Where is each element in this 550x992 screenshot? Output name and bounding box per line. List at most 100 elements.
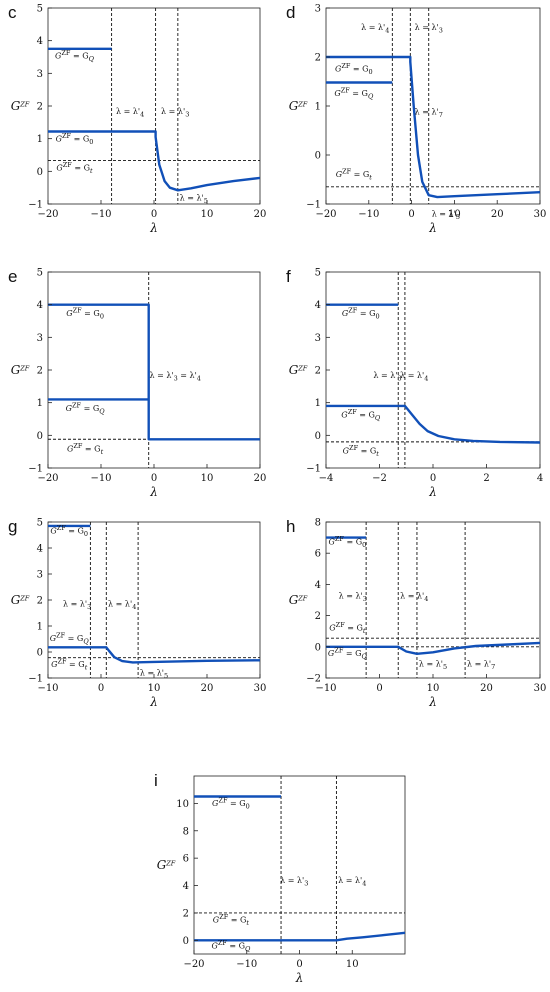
annotation-label: GZF = GQ xyxy=(50,631,90,645)
y-axis-label: GZF xyxy=(289,593,308,607)
x-tick-label: 20 xyxy=(201,683,214,694)
panel-letter: g xyxy=(8,517,17,536)
y-tick-label: −1 xyxy=(306,200,321,211)
y-tick-label: −1 xyxy=(28,200,43,211)
y-tick-label: 5 xyxy=(37,4,43,15)
annotation-label: GZF = G0 xyxy=(66,307,104,321)
y-tick-label: 4 xyxy=(183,881,189,892)
y-axis-label: GZF xyxy=(11,99,30,113)
y-axis-label: GZF xyxy=(289,363,308,377)
annotation-label: GZF = Gt xyxy=(329,621,366,635)
plot-frame xyxy=(47,7,261,205)
x-tick-label: 30 xyxy=(534,683,547,694)
x-tick-label: −10 xyxy=(90,473,111,484)
annotation-label: GZF = GQ xyxy=(211,939,251,953)
x-tick-label: 20 xyxy=(491,209,504,220)
y-tick-label: 5 xyxy=(37,518,43,529)
x-tick-label: −10 xyxy=(37,683,58,694)
y-tick-label: 1 xyxy=(37,622,43,633)
y-tick-label: 6 xyxy=(183,854,189,865)
x-tick-label: 20 xyxy=(254,209,267,220)
x-axis-label: λ xyxy=(428,221,437,235)
annotation-label: GZF = Gt xyxy=(51,658,88,672)
series-line xyxy=(194,931,405,942)
y-tick-label: 8 xyxy=(315,518,321,529)
y-tick-label: 4 xyxy=(315,580,321,591)
annotation-label: GZF = Gt xyxy=(343,444,380,458)
y-tick-label: 0 xyxy=(315,431,321,442)
x-tick-label: 10 xyxy=(148,683,161,694)
annotation-label: GZF = G0 xyxy=(329,535,367,549)
series-line xyxy=(48,130,260,192)
x-tick-label: 30 xyxy=(534,209,547,220)
panel-h: −10 0 10 20 30 −2 0 2 4 6 8 λ GZF h GZF = G0 λ = λ'3 λ =… xyxy=(286,517,546,709)
annotation-label: GZF = G0 xyxy=(335,62,373,76)
annotation-label: GZF = GQ xyxy=(334,87,374,101)
y-tick-label: 2 xyxy=(315,53,321,64)
annotation-label: λ = λ'7 xyxy=(415,107,443,119)
x-axis-label: λ xyxy=(428,695,437,709)
annotation-label: GZF = GQ xyxy=(55,49,95,63)
x-tick-label: −20 xyxy=(37,209,58,220)
x-tick-label: 0 xyxy=(430,473,436,484)
y-tick-label: 2 xyxy=(37,366,43,377)
series-line xyxy=(48,303,260,441)
series-line xyxy=(48,646,260,664)
x-tick-label: 10 xyxy=(201,209,214,220)
y-axis-label: GZF xyxy=(289,99,308,113)
panel-i: −20 −10 0 10 0 2 4 6 8 10 λ GZF i GZF = G0 λ = λ'3 λ = … xyxy=(154,771,406,985)
y-tick-label: 0 xyxy=(37,648,43,659)
y-tick-label: 2 xyxy=(315,611,321,622)
x-tick-label: −10 xyxy=(358,209,379,220)
x-axis-label: λ xyxy=(295,971,304,985)
x-axis-label: λ xyxy=(149,695,158,709)
x-tick-label: −2 xyxy=(372,473,387,484)
x-axis-label: λ xyxy=(149,485,158,499)
y-tick-label: 0 xyxy=(183,936,189,947)
annotation-label: GZF = G0 xyxy=(212,797,250,811)
y-tick-label: 6 xyxy=(315,549,321,560)
panel-letter: f xyxy=(286,267,291,286)
plot-area xyxy=(194,776,405,954)
y-tick-label: 0 xyxy=(315,151,321,162)
series-line xyxy=(326,404,540,444)
annotation-label: λ = λ'4 xyxy=(116,107,144,119)
annotation-label: GZF = Gt xyxy=(67,442,104,456)
y-tick-label: 0 xyxy=(37,431,43,442)
annotation-label: λ = λ'4 xyxy=(400,591,428,603)
plot-area xyxy=(326,8,540,204)
y-tick-label: 4 xyxy=(37,544,43,555)
x-tick-label: −20 xyxy=(315,209,336,220)
annotation-label: λ = λ'3 xyxy=(63,600,91,612)
y-tick-label: −2 xyxy=(306,674,321,685)
annotation-label: GZF = GQ xyxy=(341,408,381,422)
y-axis-label: GZF xyxy=(11,363,30,377)
annotation-label: λ = λ'3 xyxy=(161,107,189,119)
x-tick-label: 10 xyxy=(346,959,359,970)
plot-area xyxy=(48,8,260,204)
y-axis-label: GZF xyxy=(11,593,30,607)
x-tick-label: 10 xyxy=(448,209,461,220)
y-tick-label: 1 xyxy=(315,102,321,113)
x-axis-label: λ xyxy=(428,485,437,499)
y-tick-label: 4 xyxy=(37,36,43,47)
x-tick-label: 20 xyxy=(254,473,267,484)
x-tick-label: 0 xyxy=(151,473,157,484)
x-tick-label: −10 xyxy=(315,683,336,694)
y-tick-label: 1 xyxy=(37,398,43,409)
y-tick-label: −1 xyxy=(28,674,43,685)
annotation-label: GZF = GQ xyxy=(328,647,368,661)
x-tick-label: −10 xyxy=(90,209,111,220)
y-tick-label: 3 xyxy=(37,570,43,581)
annotation-label: λ = λ'4 xyxy=(400,371,428,383)
x-tick-label: 10 xyxy=(201,473,214,484)
panel-letter: i xyxy=(154,771,158,790)
annotation-label: λ = λ'5 xyxy=(432,209,460,221)
y-tick-label: −1 xyxy=(28,464,43,475)
plot-area xyxy=(48,272,260,468)
panel-letter: e xyxy=(8,267,17,286)
x-tick-label: 20 xyxy=(480,683,493,694)
